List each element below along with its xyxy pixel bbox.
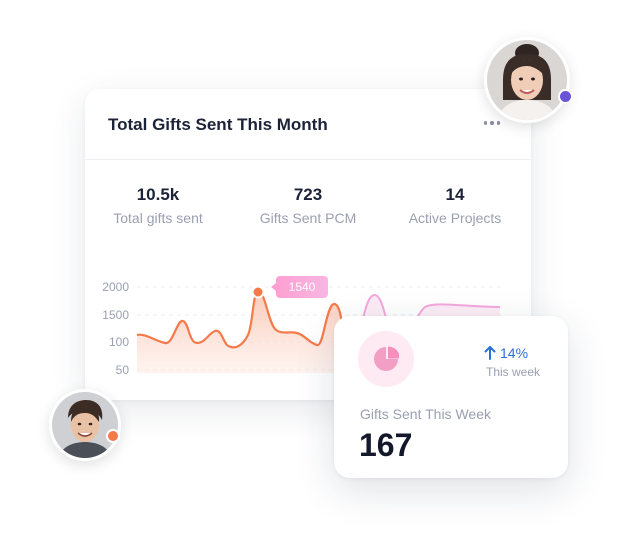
week-label: Gifts Sent This Week [360, 406, 491, 422]
y-tick-label: 100 [109, 335, 129, 349]
status-dot-icon [558, 89, 573, 104]
avatar-woman-wrapper [484, 37, 574, 123]
avatar-woman[interactable] [484, 37, 570, 123]
arrow-up-icon [484, 346, 496, 360]
stat-total-gifts: 10.5k Total gifts sent [85, 185, 233, 226]
more-options-icon[interactable] [482, 113, 502, 133]
stat-value: 14 [445, 185, 465, 204]
stat-label: Total gifts sent [113, 210, 203, 226]
y-tick-label: 2000 [102, 280, 129, 294]
gifts-week-card: 14% This week Gifts Sent This Week 167 [334, 316, 568, 478]
chart-tooltip: 1540 [271, 276, 328, 298]
y-tick-label: 1500 [102, 308, 129, 322]
card-title: Total Gifts Sent This Month [108, 115, 328, 134]
card-divider [85, 159, 531, 160]
stat-gifts-pcm: 723 Gifts Sent PCM [233, 185, 383, 226]
chart-area [137, 291, 343, 373]
avatar-man-wrapper [49, 389, 129, 461]
trend-value: 14% [500, 345, 529, 361]
y-tick-label: 50 [116, 363, 130, 377]
avatar-man[interactable] [49, 389, 121, 461]
trend-indicator: 14% [484, 345, 528, 361]
stat-label: Gifts Sent PCM [259, 210, 357, 226]
stat-value: 10.5k [136, 185, 180, 204]
highlight-point[interactable] [251, 285, 265, 299]
status-dot-icon [106, 429, 120, 443]
pie-chart-icon [358, 331, 414, 387]
stat-label: Active Projects [408, 210, 502, 226]
week-value: 167 [359, 427, 413, 463]
stat-value: 723 [293, 185, 323, 204]
trend-period: This week [486, 365, 541, 379]
stat-active-projects: 14 Active Projects [380, 185, 530, 226]
chart-line [136, 289, 345, 349]
